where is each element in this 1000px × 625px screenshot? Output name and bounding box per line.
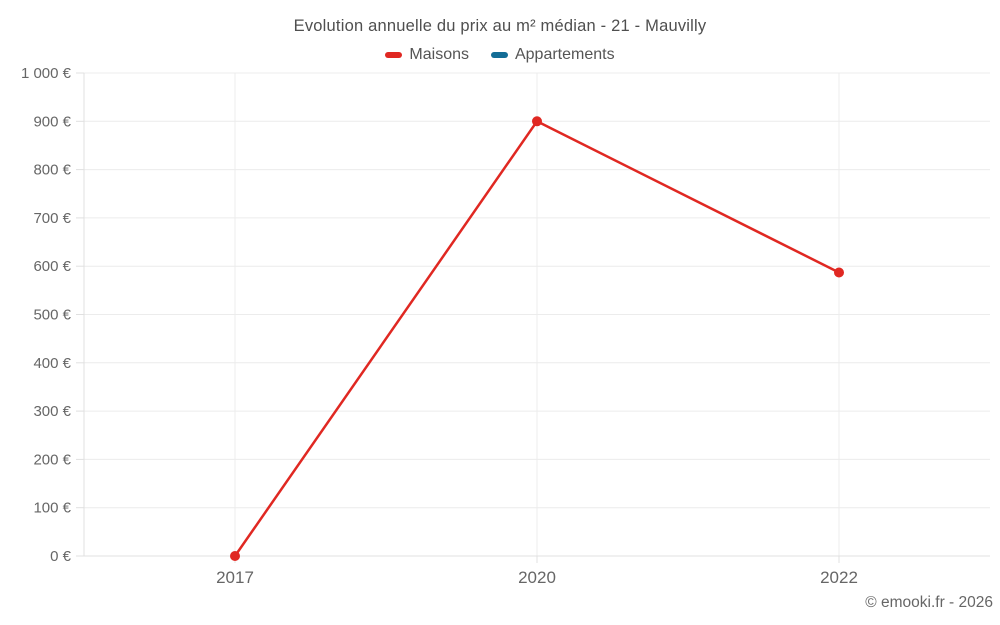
y-tick-label: 400 € [33,355,71,372]
y-tick-label: 500 € [33,307,71,324]
y-tick-label: 600 € [33,258,71,275]
appartements-series-swatch-icon [490,52,508,58]
y-tick-label: 1 000 € [21,65,72,82]
legend-label-maisons: Maisons [409,46,469,63]
y-tick-label: 800 € [33,162,71,179]
x-tick-label: 2022 [820,568,858,587]
chart-title: Evolution annuelle du prix au m² médian … [293,17,707,35]
y-tick-label: 200 € [33,451,71,468]
y-tick-label: 100 € [33,500,71,517]
y-tick-label: 300 € [33,403,71,420]
maisons-series-swatch-icon [385,52,403,58]
legend-label-appartements: Appartements [514,46,615,63]
data-point-maisons-2017[interactable] [230,551,240,561]
copyright-text: © emooki.fr - 2026 [865,594,993,611]
y-tick-label: 0 € [50,548,72,565]
data-point-maisons-2022[interactable] [834,267,844,278]
x-tick-label: 2020 [518,568,556,587]
data-point-maisons-2020[interactable] [532,116,542,127]
y-tick-label: 700 € [33,210,71,227]
chart-legend: Maisons Appartements [0,46,1000,64]
y-tick-label: 900 € [33,113,71,130]
legend-item-appartements[interactable]: Appartements [490,46,615,64]
x-tick-label: 2017 [216,568,254,587]
legend-item-maisons[interactable]: Maisons [385,46,469,64]
